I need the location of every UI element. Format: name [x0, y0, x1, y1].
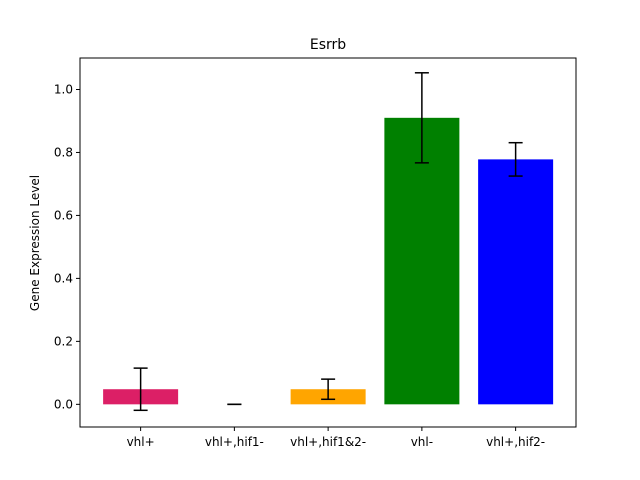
- y-axis-label: Gene Expression Level: [28, 175, 42, 311]
- error-bar-2: [321, 378, 336, 401]
- bar-4: [478, 159, 554, 405]
- x-tick-label-0: vhl+: [127, 435, 155, 449]
- y-tick-label-5: 1.0: [54, 82, 73, 96]
- error-bars-layer: [133, 72, 523, 412]
- x-axis: vhl+ vhl+,hif1- vhl+,hif1&2- vhl-vhl+,hif2-: [127, 427, 545, 449]
- error-bar-0: [133, 367, 148, 412]
- x-tick-label-2: vhl+,hif1&2-: [290, 435, 366, 449]
- x-tick-label-3: vhl-: [411, 435, 433, 449]
- error-bar-3: [414, 72, 429, 164]
- y-axis: 0.0 0.2 0.4 0.6 0.8 1.0: [54, 82, 80, 411]
- y-tick-label-4: 0.8: [54, 145, 73, 159]
- y-tick-label-3: 0.6: [54, 208, 73, 222]
- error-bar-4: [508, 141, 523, 177]
- bars-layer: [103, 117, 554, 405]
- bar-3: [384, 117, 460, 405]
- x-tick-label-4: vhl+,hif2-: [486, 435, 545, 449]
- chart-title: Esrrb: [310, 37, 346, 53]
- y-tick-label-1: 0.2: [54, 334, 73, 348]
- y-tick-label-2: 0.4: [54, 271, 73, 285]
- x-tick-label-1: vhl+,hif1-: [205, 435, 264, 449]
- y-tick-label-0: 0.0: [54, 397, 73, 411]
